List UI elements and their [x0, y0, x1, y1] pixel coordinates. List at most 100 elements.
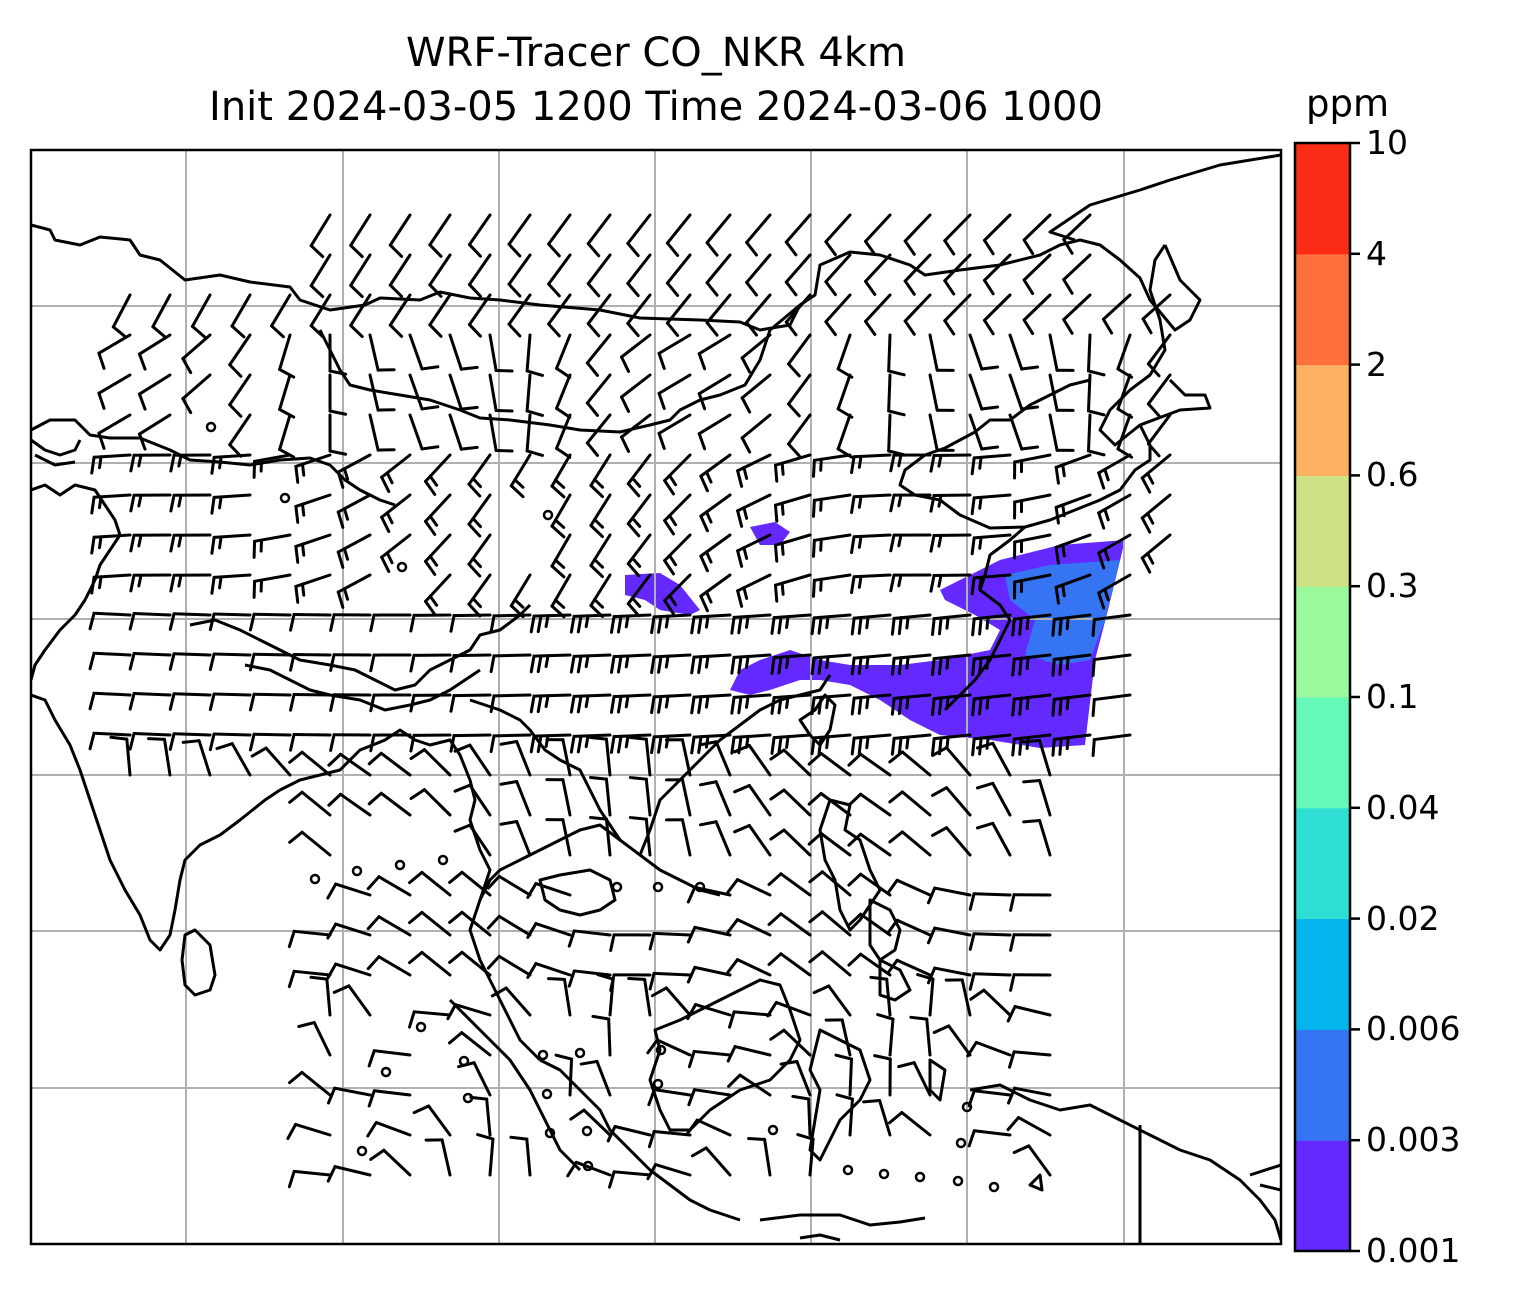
- wind-barb: [740, 373, 772, 400]
- wind-barb-flag: [926, 966, 937, 985]
- wind-barb-flag: [626, 281, 640, 298]
- wind-barb: [1116, 333, 1132, 371]
- wind-barb-flag: [369, 693, 376, 713]
- wind-barb-flag: [650, 695, 656, 715]
- wind-barb: [374, 1120, 412, 1137]
- wind-barb: [507, 293, 532, 326]
- wind-barb-flag: [596, 973, 615, 981]
- wind-barb-flag: [687, 1049, 696, 1069]
- wind-barb: [292, 1169, 332, 1177]
- wind-barb: [428, 213, 452, 247]
- wind-barb-flag: [332, 984, 351, 994]
- wind-barb-flag: [513, 478, 525, 489]
- wind-barb-flag: [1146, 511, 1155, 525]
- wind-barb-flag: [699, 514, 709, 533]
- wind-barb: [388, 293, 412, 327]
- wind-barb-flag: [342, 507, 350, 521]
- wind-barb: [1146, 413, 1172, 446]
- wind-barb-flag: [486, 914, 501, 930]
- wind-barb: [452, 693, 492, 698]
- wind-barb-flag: [1011, 737, 1016, 757]
- wind-barb-flag: [553, 598, 566, 609]
- wind-barb-flag: [628, 816, 648, 821]
- wind-barb: [1116, 373, 1132, 411]
- wind-barb-flag: [309, 284, 325, 299]
- wind-barb: [1017, 1116, 1052, 1137]
- wind-barb: [472, 1061, 492, 1097]
- wind-barb: [900, 1111, 932, 1137]
- wind-barb-flag: [779, 1059, 799, 1066]
- wind-barb-flag: [109, 735, 129, 741]
- wind-barb: [972, 1089, 1012, 1097]
- wind-barb-flag: [328, 449, 348, 456]
- title-line-1: WRF-Tracer CO_NKR 4km: [405, 30, 907, 76]
- wind-barb-flag: [1091, 658, 1096, 678]
- calm-wind-circle: [988, 1181, 1000, 1193]
- wind-barb: [492, 733, 532, 738]
- wind-barb-flag: [490, 986, 508, 998]
- wind-barb: [125, 737, 132, 777]
- wind-barb-flag: [289, 693, 296, 712]
- wind-barb-flag: [1146, 362, 1161, 378]
- wind-barb: [347, 984, 372, 1017]
- wind-barb-flag: [971, 697, 976, 717]
- wind-barb-flag: [567, 929, 576, 948]
- wind-barb-flag: [593, 598, 605, 609]
- wind-barb-flag: [767, 952, 783, 967]
- wind-barb-flag: [937, 533, 943, 548]
- wind-barb-flag: [329, 733, 336, 752]
- wind-barb: [1048, 413, 1059, 452]
- wind-barb: [626, 213, 652, 245]
- wind-barb-flag: [326, 1086, 337, 1105]
- wind-barb-flag: [288, 790, 304, 804]
- wind-barb: [745, 293, 772, 324]
- wind-barb: [252, 732, 292, 737]
- wind-barb: [422, 748, 452, 777]
- wind-barb-flag: [467, 283, 482, 298]
- wind-barb-flag: [585, 401, 599, 417]
- wind-barb-flag: [385, 471, 394, 485]
- colorbar-tick-label: 2: [1366, 344, 1387, 384]
- wind-barb-flag: [780, 461, 785, 476]
- wind-barb-flag: [663, 559, 675, 576]
- wind-barb-flag: [807, 831, 823, 846]
- wind-barb-flag: [476, 1133, 495, 1141]
- wind-barb: [859, 792, 892, 817]
- wind-barb: [836, 373, 852, 411]
- wind-barb-flag: [886, 958, 899, 975]
- wind-barb-flag: [367, 1089, 376, 1108]
- wind-barb-flag: [494, 368, 514, 373]
- wind-barb: [488, 1137, 495, 1177]
- wind-barb-flag: [553, 558, 566, 569]
- wind-barb: [928, 977, 935, 1017]
- wind-barb-flag: [1058, 696, 1063, 716]
- wind-barb: [1013, 1086, 1052, 1097]
- wind-barb: [97, 333, 132, 355]
- wind-barb-flag: [931, 786, 949, 797]
- wind-barb: [680, 778, 692, 817]
- wind-barb: [448, 373, 463, 411]
- wind-barb: [836, 413, 852, 451]
- calm-wind-circle: [205, 421, 217, 433]
- wind-barb-flag: [626, 241, 640, 258]
- wind-barb-flag: [289, 613, 296, 632]
- calm-wind-circle: [537, 1049, 549, 1061]
- wind-barb-flag: [1140, 476, 1152, 494]
- wind-barb-flag: [985, 655, 990, 670]
- wind-barb-flag: [169, 533, 176, 553]
- wind-barb: [665, 253, 692, 285]
- wind-barb: [440, 1138, 452, 1177]
- wind-barb-flag: [467, 323, 482, 338]
- colorbar-segment: [1295, 475, 1350, 587]
- wind-barb-flag: [1054, 505, 1060, 525]
- wind-barb-flag: [591, 1014, 611, 1021]
- wind-barb-flag: [726, 958, 739, 974]
- wind-barb-flag: [1018, 696, 1023, 716]
- wind-barb-flag: [733, 824, 751, 834]
- wind-barb-flag: [704, 734, 710, 749]
- wind-barb-flag: [420, 445, 440, 451]
- wind-barb: [212, 732, 252, 737]
- wind-barb-flag: [699, 594, 709, 613]
- wind-barb-flag: [210, 575, 216, 595]
